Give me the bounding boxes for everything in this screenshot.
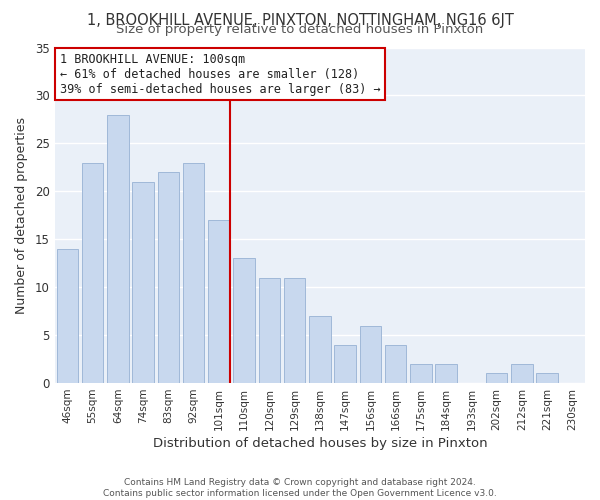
Bar — [259, 278, 280, 383]
Bar — [359, 326, 381, 383]
Bar — [183, 162, 205, 383]
Text: 1 BROOKHILL AVENUE: 100sqm
← 61% of detached houses are smaller (128)
39% of sem: 1 BROOKHILL AVENUE: 100sqm ← 61% of deta… — [60, 52, 380, 96]
Bar — [334, 344, 356, 383]
Text: Size of property relative to detached houses in Pinxton: Size of property relative to detached ho… — [116, 22, 484, 36]
Text: Contains HM Land Registry data © Crown copyright and database right 2024.
Contai: Contains HM Land Registry data © Crown c… — [103, 478, 497, 498]
X-axis label: Distribution of detached houses by size in Pinxton: Distribution of detached houses by size … — [152, 437, 487, 450]
Bar — [486, 374, 508, 383]
Bar — [309, 316, 331, 383]
Y-axis label: Number of detached properties: Number of detached properties — [15, 117, 28, 314]
Bar — [56, 249, 78, 383]
Bar — [284, 278, 305, 383]
Text: 1, BROOKHILL AVENUE, PINXTON, NOTTINGHAM, NG16 6JT: 1, BROOKHILL AVENUE, PINXTON, NOTTINGHAM… — [86, 12, 514, 28]
Bar — [436, 364, 457, 383]
Bar — [233, 258, 255, 383]
Bar — [133, 182, 154, 383]
Bar — [511, 364, 533, 383]
Bar — [536, 374, 558, 383]
Bar — [107, 114, 128, 383]
Bar — [82, 162, 103, 383]
Bar — [410, 364, 431, 383]
Bar — [158, 172, 179, 383]
Bar — [385, 344, 406, 383]
Bar — [208, 220, 230, 383]
